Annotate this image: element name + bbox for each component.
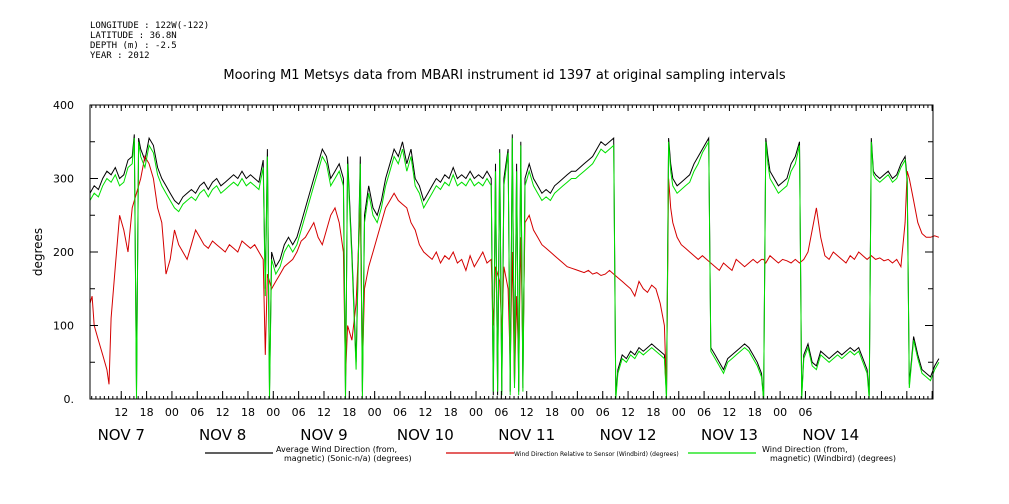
axis-labels-group: 0. 100 200 300 400 12 18 00 06 12 18 00 06 12 18 00 06 12… (53, 99, 859, 444)
x-day-label: NOV 11 (498, 426, 555, 444)
x-hour-label: 12 (621, 406, 635, 419)
x-hour-label: 06 (697, 406, 711, 419)
x-hour-label: 18 (241, 406, 255, 419)
latitude-text: LATITUDE : 36.8N (90, 31, 177, 41)
year-text: YEAR : 2012 (90, 51, 150, 61)
depth-text: DEPTH (m) : -2.5 (90, 41, 177, 51)
x-day-label: NOV 7 (98, 426, 145, 444)
x-hour-label: 18 (646, 406, 660, 419)
y-tick-label: 400 (53, 99, 74, 112)
x-hour-label: 00 (469, 406, 483, 419)
legend-label-windbird: magnetic) (Windbird) (degrees) (770, 454, 896, 463)
x-hour-label: 12 (216, 406, 230, 419)
series-line-relative (89, 155, 940, 392)
x-hour-label: 00 (368, 406, 382, 419)
x-hour-label: 18 (545, 406, 559, 419)
axis-ticks-group (90, 104, 933, 400)
x-hour-label: 12 (114, 406, 128, 419)
x-day-label: NOV 8 (199, 426, 246, 444)
legend-label-relative: Wind Direction Relative to Sensor (Windb… (514, 451, 679, 458)
x-hour-label: 06 (798, 406, 812, 419)
series-line-windbird (89, 138, 940, 400)
y-axis-label: degrees (31, 228, 45, 276)
y-tick-label: 300 (53, 173, 74, 186)
x-day-label: NOV 12 (600, 426, 657, 444)
y-tick-label: 0. (64, 393, 75, 406)
chart-title: Mooring M1 Metsys data from MBARI instru… (223, 68, 786, 83)
x-hour-label: 00 (570, 406, 584, 419)
x-hour-label: 06 (190, 406, 204, 419)
x-hour-label: 06 (393, 406, 407, 419)
legend-label-avg: Average Wind Direction (from, (276, 445, 397, 454)
x-hour-label: 12 (317, 406, 331, 419)
longitude-text: LONGITUDE : 122W(-122) (90, 21, 210, 31)
series-line-avg (89, 134, 940, 400)
x-hour-label: 00 (773, 406, 787, 419)
x-day-label: NOV 14 (802, 426, 859, 444)
x-hour-label: 18 (342, 406, 356, 419)
x-hour-label: 18 (444, 406, 458, 419)
x-hour-label: 12 (722, 406, 736, 419)
legend-label-avg: magnetic) (Sonic-n/a) (degrees) (284, 454, 412, 463)
y-tick-label: 100 (53, 320, 74, 333)
x-hour-label: 00 (165, 406, 179, 419)
x-hour-label: 00 (672, 406, 686, 419)
legend: Average Wind Direction (from,magnetic) (… (205, 445, 896, 463)
x-hour-label: 18 (140, 406, 154, 419)
y-tick-label: 200 (53, 246, 74, 259)
x-hour-label: 12 (520, 406, 534, 419)
x-hour-label: 06 (494, 406, 508, 419)
x-hour-label: 18 (748, 406, 762, 419)
plot-series-group (89, 134, 940, 400)
x-hour-label: 12 (418, 406, 432, 419)
x-day-label: NOV 10 (397, 426, 454, 444)
x-hour-label: 00 (266, 406, 280, 419)
metadata-block: LONGITUDE : 122W(-122) LATITUDE : 36.8N … (90, 21, 209, 61)
x-day-label: NOV 13 (701, 426, 758, 444)
x-hour-label: 06 (596, 406, 610, 419)
x-day-label: NOV 9 (300, 426, 347, 444)
legend-label-windbird: Wind Direction (from, (762, 445, 848, 454)
x-hour-label: 06 (292, 406, 306, 419)
